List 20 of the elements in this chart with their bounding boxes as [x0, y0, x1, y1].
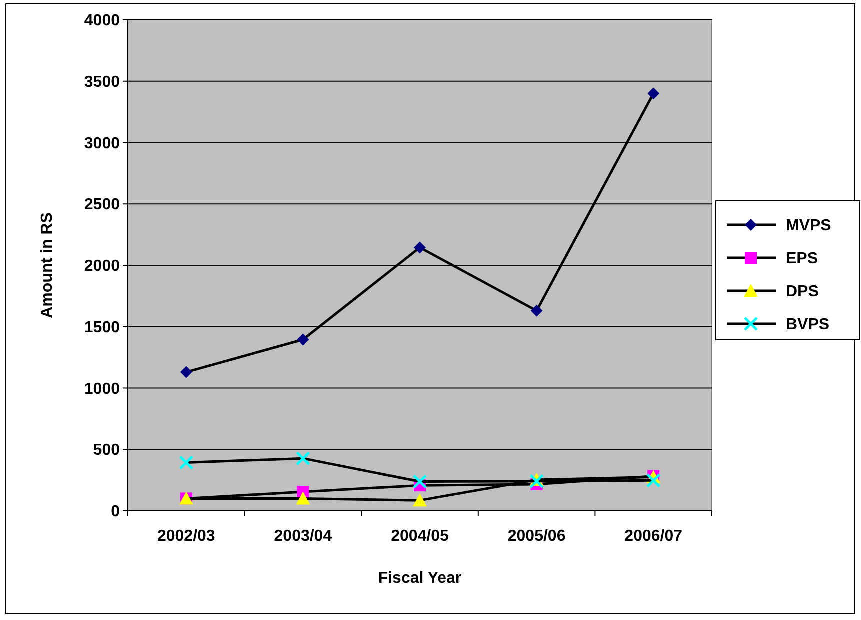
- y-tick-label: 4000: [84, 12, 120, 30]
- y-axis-title: Amount in RS: [39, 212, 56, 318]
- x-tick-label: 2004/05: [391, 528, 450, 545]
- y-tick-label: 3000: [84, 135, 120, 152]
- y-tick-label: 3500: [84, 74, 120, 91]
- x-tick-label: 2002/03: [157, 528, 216, 545]
- legend-label: MVPS: [786, 218, 832, 235]
- y-tick-label: 0: [111, 504, 120, 521]
- legend-label: DPS: [786, 284, 820, 301]
- x-tick-label: 2005/06: [508, 528, 566, 545]
- x-tick-label: 2003/04: [274, 528, 332, 545]
- y-tick-label: 1500: [84, 319, 120, 336]
- legend-label: EPS: [786, 250, 818, 268]
- y-tick-label: 1000: [84, 380, 120, 398]
- y-tick-label: 500: [93, 442, 120, 460]
- y-tick-label: 2000: [84, 258, 120, 276]
- x-axis-title: Fiscal Year: [378, 570, 462, 587]
- x-tick-label: 2006/07: [624, 528, 683, 545]
- legend-label: BVPS: [786, 316, 830, 334]
- y-tick-label: 2500: [84, 196, 120, 214]
